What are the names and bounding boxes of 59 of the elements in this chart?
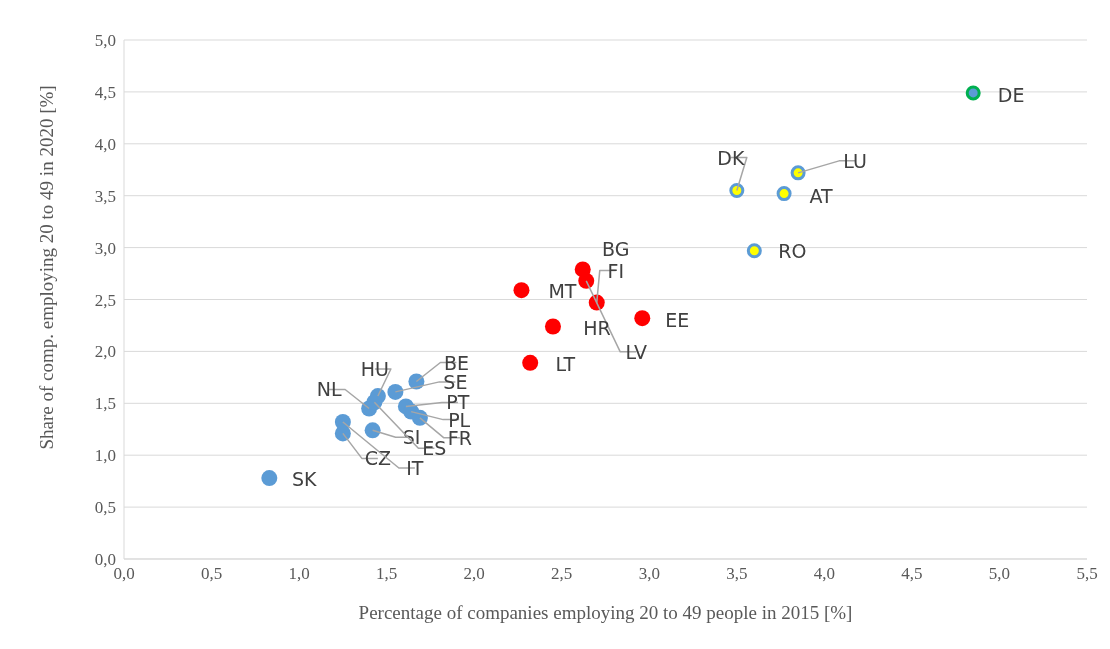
x-tick-label: 5,5 — [1076, 564, 1098, 584]
point — [965, 85, 981, 101]
annotation: SI — [402, 426, 421, 449]
point — [513, 282, 530, 299]
y-tick-label: 1,5 — [94, 394, 116, 414]
annotation: BG — [602, 238, 630, 261]
x-tick-label: 0,5 — [200, 564, 223, 584]
annotation: DK — [717, 146, 745, 169]
y-tick-label: 4,0 — [94, 134, 116, 154]
x-axis-title: Percentage of companies employing 20 to 49 people in 2015 [%] — [358, 602, 853, 623]
x-tick-label: 3,5 — [726, 564, 748, 584]
point — [634, 310, 651, 327]
x-tick-label: 2,0 — [463, 564, 485, 584]
annotation: NL — [316, 378, 342, 401]
x-tick-label: 4,0 — [813, 564, 835, 584]
y-tick-label: 2,5 — [94, 290, 116, 310]
point — [334, 413, 351, 430]
annotation: HU — [360, 358, 389, 381]
y-axis-title: Share of comp. employing 20 to 49 in 2020 [%] — [35, 85, 57, 450]
x-tick-label: 2,5 — [551, 564, 573, 584]
annotation: HR — [583, 317, 611, 340]
x-tick-label: 4,5 — [901, 564, 923, 584]
y-tick-label: 0,0 — [94, 550, 116, 570]
annotation: ES — [422, 437, 447, 460]
x-tick-label: 0,0 — [113, 564, 135, 584]
x-tick-label: 3,0 — [638, 564, 660, 584]
point — [261, 470, 278, 487]
point — [578, 272, 595, 289]
annotation: EE — [665, 309, 690, 332]
annotation: FI — [607, 259, 625, 282]
y-tick-label: 3,5 — [94, 186, 116, 206]
annotation: DE — [997, 83, 1025, 106]
annotation: CZ — [364, 447, 392, 470]
y-tick-label: 1,0 — [94, 446, 116, 466]
annotation: LU — [843, 149, 867, 172]
point — [790, 165, 806, 181]
point — [776, 186, 792, 202]
annotation: LT — [555, 352, 576, 375]
point — [387, 383, 404, 400]
y-tick-label: 5,0 — [94, 31, 116, 51]
point — [729, 183, 745, 199]
point — [364, 422, 381, 439]
x-tick-label: 5,0 — [988, 564, 1011, 584]
y-tick-label: 4,5 — [94, 82, 116, 102]
x-tick-label: 1,5 — [376, 564, 398, 584]
annotation: SK — [292, 468, 318, 491]
x-tick-label: 1,0 — [288, 564, 310, 584]
annotation: RO — [778, 239, 807, 262]
y-tick-label: 0,5 — [94, 498, 116, 518]
point — [746, 243, 762, 259]
point — [544, 318, 561, 335]
annotation: MT — [548, 280, 577, 303]
point — [366, 394, 383, 411]
annotation: LV — [625, 340, 647, 363]
point — [522, 354, 539, 371]
y-tick-label: 3,0 — [94, 238, 116, 258]
annotation: IT — [406, 456, 424, 479]
annotation: AT — [809, 184, 834, 207]
y-tick-label: 2,0 — [94, 342, 116, 362]
